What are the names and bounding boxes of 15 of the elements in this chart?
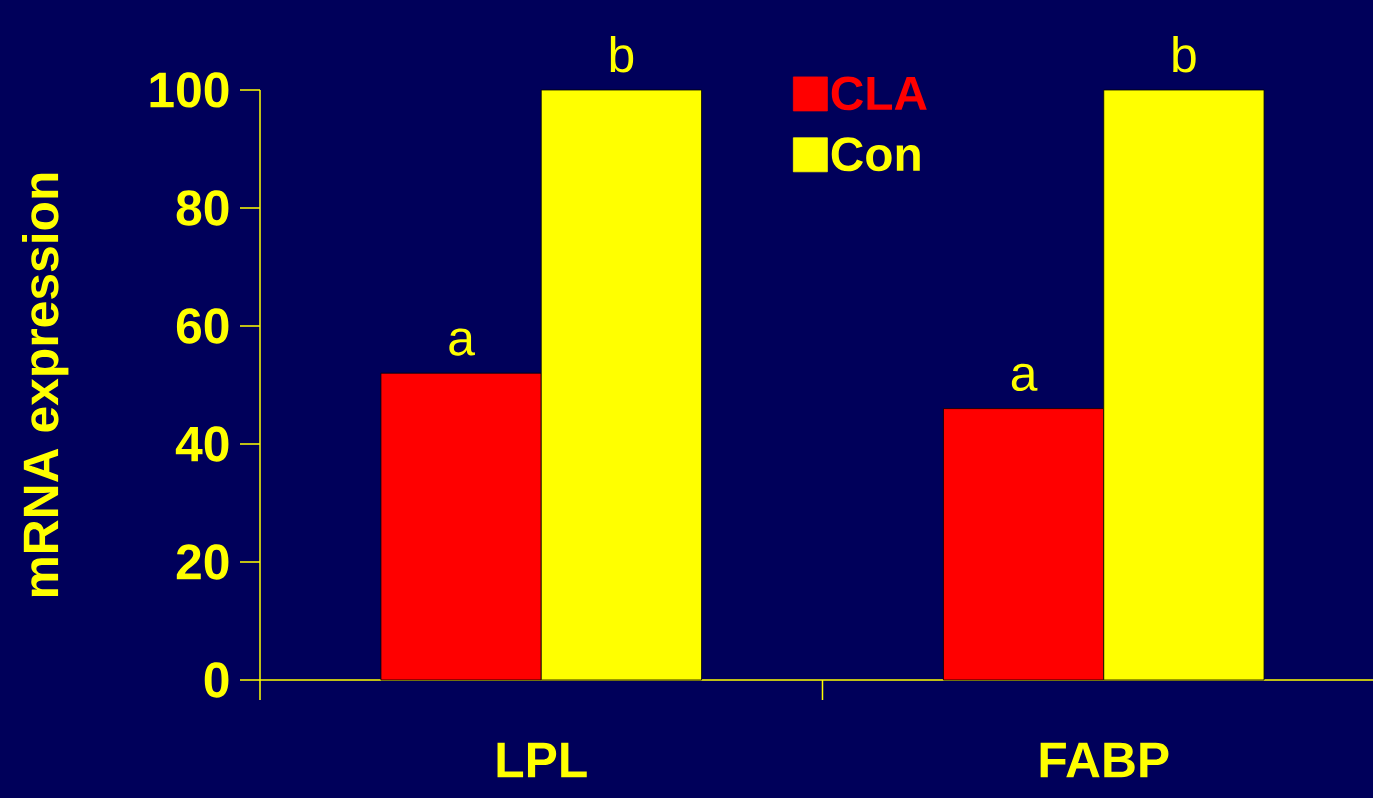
y-tick-label: 60 <box>176 308 229 344</box>
annotation: b <box>1173 35 1196 73</box>
y-tick-label: 0 <box>204 662 229 698</box>
x-tick-label: LPL <box>497 742 587 778</box>
y-axis-title: mRNA expression <box>21 173 69 597</box>
y-tick-label: 80 <box>176 190 229 226</box>
y-tick-label: 40 <box>175 426 229 462</box>
annotation: a <box>1011 363 1038 392</box>
annotation: b <box>610 35 634 73</box>
legend-label: Con <box>831 137 920 172</box>
annotation: a <box>449 328 475 356</box>
legend-label: CLA <box>831 76 927 111</box>
y-tick-label: 20 <box>176 544 229 580</box>
x-tick-label: FABP <box>1040 742 1169 778</box>
y-tick-label: 100 <box>150 72 229 108</box>
